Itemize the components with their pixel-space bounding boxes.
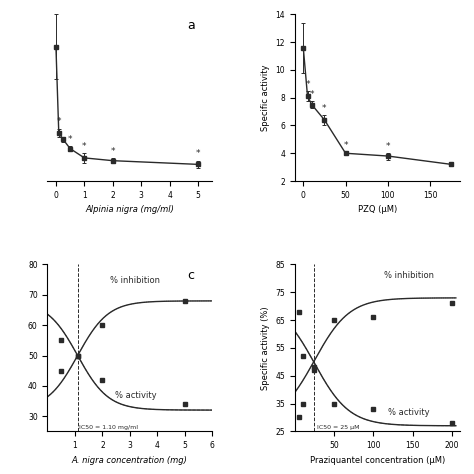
Text: % activity: % activity <box>388 408 429 417</box>
Text: % activity: % activity <box>115 391 156 400</box>
Text: *: * <box>322 104 327 113</box>
Text: *: * <box>196 149 201 158</box>
Text: % inhibition: % inhibition <box>110 276 160 285</box>
X-axis label: A. nigra concentration (mg): A. nigra concentration (mg) <box>72 456 188 465</box>
Text: *: * <box>56 118 61 127</box>
Y-axis label: Specific activity (%): Specific activity (%) <box>261 306 270 390</box>
Text: IC50 = 1.10 mg/ml: IC50 = 1.10 mg/ml <box>79 425 138 430</box>
Text: *: * <box>68 135 73 144</box>
Text: a: a <box>188 19 195 32</box>
X-axis label: Alpinia nigra (mg/ml): Alpinia nigra (mg/ml) <box>85 205 174 214</box>
Y-axis label: Specific activity: Specific activity <box>261 64 270 131</box>
Text: IC50 = 25 μM: IC50 = 25 μM <box>317 425 359 430</box>
Text: c: c <box>188 270 195 283</box>
Text: *: * <box>82 142 87 151</box>
Text: *: * <box>386 142 390 151</box>
Text: *: * <box>110 147 115 156</box>
Text: *: * <box>305 80 310 89</box>
X-axis label: PZQ (μM): PZQ (μM) <box>358 205 397 214</box>
X-axis label: Praziquantel concentration (μM): Praziquantel concentration (μM) <box>310 456 445 465</box>
Text: % inhibition: % inhibition <box>384 272 434 281</box>
Text: *: * <box>310 90 314 99</box>
Text: *: * <box>343 141 348 150</box>
